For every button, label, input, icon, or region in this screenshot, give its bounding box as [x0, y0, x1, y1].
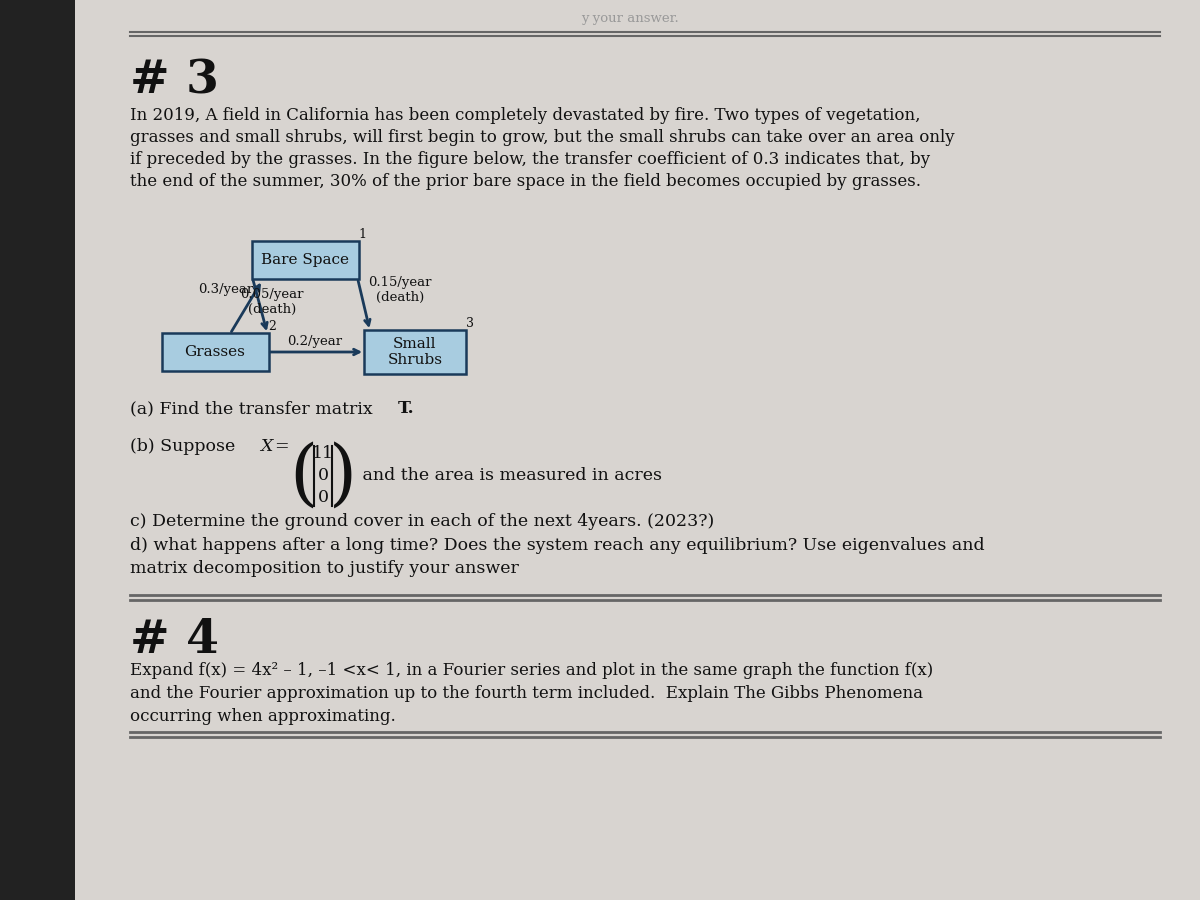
Text: ): ) [329, 441, 358, 511]
Text: if preceded by the grasses. In the figure below, the transfer coefficient of 0.3: if preceded by the grasses. In the figur… [130, 151, 930, 168]
Text: # 4: # 4 [130, 617, 220, 663]
Text: grasses and small shrubs, will first begin to grow, but the small shrubs can tak: grasses and small shrubs, will first beg… [130, 129, 955, 146]
Text: =: = [274, 438, 289, 455]
Text: 0.05/year
(death): 0.05/year (death) [240, 288, 304, 316]
FancyBboxPatch shape [162, 333, 269, 371]
Text: 0.3/year: 0.3/year [198, 284, 253, 296]
Text: Expand f(x) = 4x² – 1, –1 <x< 1, in a Fourier series and plot in the same graph : Expand f(x) = 4x² – 1, –1 <x< 1, in a Fo… [130, 662, 934, 679]
FancyBboxPatch shape [0, 0, 74, 900]
Text: and the Fourier approximation up to the fourth term included.  Explain The Gibbs: and the Fourier approximation up to the … [130, 685, 923, 702]
Text: c) Determine the ground cover in each of the next 4years. (2023?): c) Determine the ground cover in each of… [130, 513, 714, 530]
FancyBboxPatch shape [364, 330, 466, 374]
Text: Small
Shrubs: Small Shrubs [388, 337, 443, 367]
Text: 2: 2 [269, 320, 276, 333]
FancyBboxPatch shape [252, 241, 359, 279]
Text: y your answer.: y your answer. [581, 12, 679, 25]
Text: d) what happens after a long time? Does the system reach any equilibrium? Use ei: d) what happens after a long time? Does … [130, 537, 985, 554]
Text: the end of the summer, 30% of the prior bare space in the field becomes occupied: the end of the summer, 30% of the prior … [130, 173, 922, 190]
Text: and the area is measured in acres: and the area is measured in acres [358, 467, 662, 484]
FancyBboxPatch shape [74, 0, 1200, 900]
Text: 0: 0 [318, 467, 329, 484]
Text: (b) Suppose: (b) Suppose [130, 438, 241, 455]
Text: # 3: # 3 [130, 57, 218, 103]
Text: In 2019, A field in California has been completely devastated by fire. Two types: In 2019, A field in California has been … [130, 107, 920, 124]
Text: 11: 11 [312, 446, 334, 463]
Text: Bare Space: Bare Space [262, 253, 349, 267]
Text: occurring when approximating.: occurring when approximating. [130, 708, 396, 725]
Text: 0.2/year: 0.2/year [288, 336, 342, 348]
Text: (: ( [289, 441, 317, 511]
Text: Grasses: Grasses [185, 345, 246, 359]
Text: 0.15/year
(death): 0.15/year (death) [368, 276, 432, 304]
Text: 3: 3 [466, 317, 474, 330]
Text: 0: 0 [318, 490, 329, 507]
Text: X: X [260, 438, 272, 455]
Text: (a) Find the transfer matrix: (a) Find the transfer matrix [130, 400, 378, 417]
Text: 1: 1 [359, 228, 366, 241]
Text: matrix decomposition to justify your answer: matrix decomposition to justify your ans… [130, 560, 518, 577]
Text: T.: T. [398, 400, 415, 417]
